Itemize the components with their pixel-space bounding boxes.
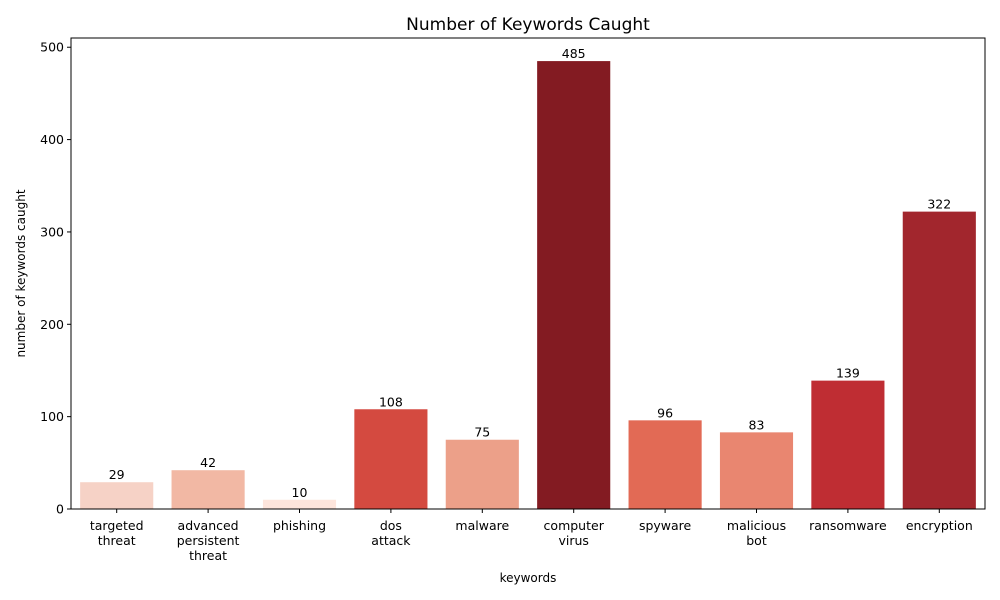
x-tick-label: targeted threat [90,518,144,548]
bar-value-label: 108 [379,394,403,409]
y-tick-label: 400 [40,132,64,147]
bar-value-label: 29 [109,467,125,482]
y-tick-label: 100 [40,409,64,424]
y-tick-label: 200 [40,317,64,332]
bar-ransomware [811,380,885,509]
bar-value-label: 485 [562,46,586,61]
y-tick-label: 300 [40,224,64,239]
data-labels-group: 29 42 10 108 75 485 96 83 139 322 [109,46,951,500]
x-axis: targeted threat advanced persistent threat ph… [90,509,973,563]
bars-group [80,61,976,510]
y-axis-title: number of keywords caught [14,189,28,357]
bar-targeted-threat [80,482,154,509]
bar-dos-attack [354,409,428,509]
x-tick-label: spyware [639,518,692,533]
bar-advanced-persistent-threat [171,470,245,509]
chart-title: Number of Keywords Caught [406,15,650,35]
bar-encryption [902,211,976,509]
x-tick-label: advanced persistent threat [177,518,240,563]
bar-malicious-bot [719,432,794,509]
bar-value-label: 42 [200,455,216,470]
x-tick-label: dos attack [371,518,411,548]
bar-malware [445,439,519,509]
bar-phishing [262,499,337,509]
bar-value-label: 83 [749,417,765,432]
bar-value-label: 10 [292,485,308,500]
x-tick-label: computer virus [544,518,605,548]
y-tick-label: 500 [40,40,64,55]
bar-value-label: 322 [927,197,951,212]
y-axis: 0 100 200 300 400 500 [40,40,71,517]
plot-frame [70,37,986,510]
x-tick-label: malicious bot [727,518,786,548]
x-tick-label: malware [455,518,509,533]
bar-spyware [628,420,702,509]
bar-value-label: 139 [836,366,860,381]
x-tick-label: ransomware [809,518,887,533]
y-tick-label: 0 [56,502,64,517]
bar-computer-virus [537,61,611,510]
x-axis-title: keywords [500,571,557,585]
x-tick-label: encryption [906,518,973,533]
x-tick-label: phishing [273,518,326,533]
bar-value-label: 75 [474,425,490,440]
bar-value-label: 96 [657,405,673,420]
